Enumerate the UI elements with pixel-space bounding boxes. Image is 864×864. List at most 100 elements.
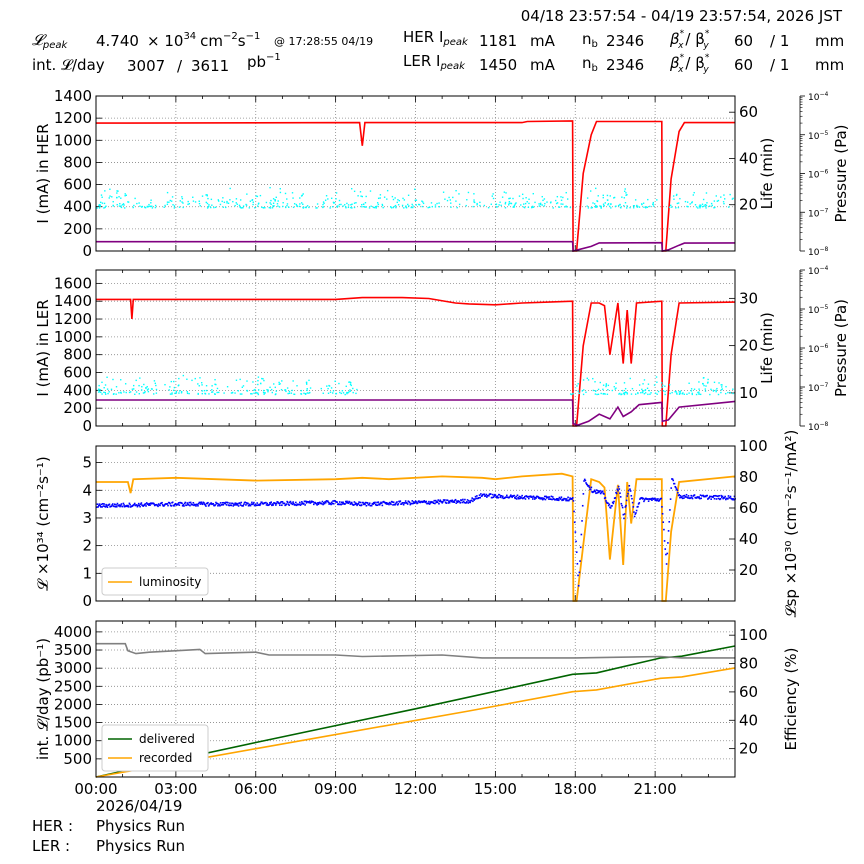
specific-luminosity-point [497,496,499,499]
ler-nb-value: 2346 [606,56,644,74]
pressure-point [112,205,115,207]
specific-luminosity-point [195,505,197,507]
pressure-point [149,205,152,207]
specific-luminosity-point [550,495,553,498]
y-tick-label: 3000 [54,659,92,677]
specific-luminosity-point [380,502,383,504]
pressure-axis-label: Pressure (Pa) [832,299,850,397]
pressure-point [98,204,101,206]
pressure-point [302,203,304,206]
specific-luminosity-point [432,501,434,504]
specific-luminosity-point [485,493,487,496]
pressure-point [134,393,136,395]
pressure-point [632,205,635,207]
pressure-point [175,392,178,394]
x-tick-label: 03:00 [154,780,197,798]
pressure-point [256,195,259,198]
pressure-point [304,206,307,209]
pressure-point [625,194,627,196]
pressure-point [278,206,281,208]
pressure-point [285,390,287,393]
pressure-point [255,391,257,394]
plot-frame [95,620,736,778]
pressure-point [405,207,408,209]
specific-luminosity-point [385,501,388,504]
specific-luminosity-point [562,499,565,501]
specific-luminosity-point [691,496,693,499]
pressure-point [623,382,626,384]
pressure-point [96,207,98,209]
pressure-tick-label: 10−7 [808,382,828,394]
pressure-point [704,390,707,392]
pressure-point [271,207,274,209]
pressure-point [375,207,377,209]
specific-luminosity-point [173,505,175,507]
pressure-point [397,199,399,201]
pressure-point [705,207,707,209]
specific-luminosity-point [253,504,256,507]
pressure-point [669,392,671,395]
pressure-point [308,206,310,209]
pressure-point [347,206,350,209]
specific-luminosity-point [265,504,268,506]
pressure-point [286,198,288,200]
specific-luminosity-point [585,482,587,484]
pressure-point [626,393,629,395]
specific-luminosity-point [444,499,446,501]
pressure-point [197,383,199,385]
specific-luminosity-point [128,502,131,505]
pressure-point [322,206,324,209]
pressure-point [257,383,259,386]
specific-luminosity-point [269,502,271,504]
pressure-point [242,205,245,207]
specific-luminosity-point [639,498,641,500]
pressure-point [241,393,243,395]
pressure-point [134,197,136,200]
specific-luminosity-point [532,495,535,498]
pressure-point [539,202,542,205]
specific-luminosity-point [259,504,261,507]
pressure-point [606,199,609,201]
pressure-point [127,201,129,203]
specific-luminosity-point [309,500,311,503]
pressure-point [403,207,405,209]
specific-luminosity-point [266,502,268,505]
pressure-point [284,389,286,391]
int-label: int. 𝓛/day [32,56,105,74]
pressure-point [127,201,130,203]
specific-luminosity-point [679,496,681,499]
x-tick-label: 12:00 [394,780,437,798]
pressure-point [697,207,699,209]
pressure-point [335,392,337,395]
pressure-point [704,204,707,206]
pressure-point [344,393,346,396]
pressure-point [309,391,311,394]
specific-luminosity-point [505,496,507,498]
pressure-point [732,388,734,390]
pressure-point [112,200,114,203]
legend: luminosity [101,567,209,596]
specific-luminosity-point [509,495,511,498]
specific-luminosity-point [527,497,530,500]
pressure-point [138,202,140,204]
specific-luminosity-point [163,504,166,506]
specific-luminosity-point [120,503,123,505]
pressure-point [361,206,363,208]
specific-luminosity-point [676,489,679,492]
specific-luminosity-point [672,479,675,482]
specific-luminosity-point [121,505,124,508]
specific-luminosity-point [292,501,294,503]
specific-luminosity-point [501,496,503,499]
specific-luminosity-point [626,495,629,497]
pressure-point [278,383,280,386]
pressure-point [436,202,438,205]
specific-luminosity-point [376,504,379,506]
pressure-point [301,194,303,197]
pressure-point [352,391,354,394]
pressure-point [434,206,437,208]
y-tick-label: 0 [82,417,92,435]
specific-luminosity-point [624,506,627,508]
pressure-point [602,196,604,199]
pressure-point [118,205,121,207]
plot-frame [95,95,736,252]
